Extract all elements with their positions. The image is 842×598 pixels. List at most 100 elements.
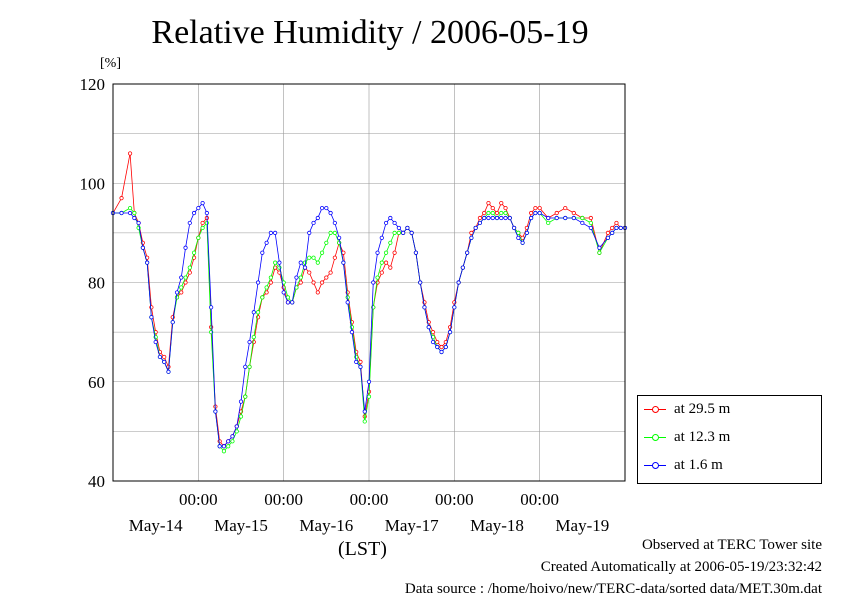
x-tick-label-time: 00:00 <box>435 490 474 509</box>
grid-lines <box>113 83 625 482</box>
data-point-0 <box>307 270 312 275</box>
data-point-0 <box>328 270 333 275</box>
data-point-0 <box>529 210 534 216</box>
x-tick-label-day: May-19 <box>555 516 609 535</box>
data-point-2 <box>482 215 487 221</box>
data-point-2 <box>494 215 500 221</box>
data-point-2 <box>460 265 465 270</box>
data-point-0 <box>499 201 504 206</box>
data-point-1 <box>260 295 265 300</box>
data-point-2 <box>511 225 517 231</box>
data-point-2 <box>443 344 448 350</box>
data-point-1 <box>302 260 308 265</box>
data-point-2 <box>516 235 521 240</box>
data-point-2 <box>153 339 158 345</box>
data-point-1 <box>490 210 495 216</box>
data-point-1 <box>307 255 312 260</box>
data-point-2 <box>238 399 244 404</box>
data-point-2 <box>247 339 252 345</box>
data-point-2 <box>520 240 525 245</box>
data-point-2 <box>221 444 227 449</box>
data-point-1 <box>226 444 231 449</box>
data-point-2 <box>490 215 495 221</box>
data-point-2 <box>546 215 551 221</box>
data-point-2 <box>157 354 163 360</box>
data-point-2 <box>388 215 393 221</box>
data-point-2 <box>426 325 431 330</box>
x-tick-label-time: 00:00 <box>350 490 389 509</box>
data-point-2 <box>362 409 367 414</box>
axis-ticks: 40 60 80 100 120 00:00 00:00 00:00 00:00 00:00 May… <box>80 75 610 535</box>
data-point-2 <box>571 215 576 221</box>
chart-title: Relative Humidity / 2006-05-19 <box>151 14 589 51</box>
data-point-1 <box>221 449 227 454</box>
y-tick-label: 80 <box>88 274 105 293</box>
data-point-2 <box>447 330 453 335</box>
data-point-2 <box>162 359 167 364</box>
data-point-2 <box>465 250 470 255</box>
data-point-1 <box>268 275 273 280</box>
data-point-0 <box>127 151 133 156</box>
data-point-2 <box>281 290 286 295</box>
data-point-2 <box>430 339 436 345</box>
y-tick-label: 60 <box>88 373 105 392</box>
data-point-0 <box>533 205 538 211</box>
data-point-2 <box>366 379 372 384</box>
data-point-1 <box>243 394 248 399</box>
data-point-1 <box>503 210 508 216</box>
data-point-2 <box>191 210 197 216</box>
data-point-0 <box>503 205 508 211</box>
data-point-2 <box>486 215 491 221</box>
data-point-1 <box>580 215 585 221</box>
data-point-2 <box>140 245 145 250</box>
data-point-2 <box>290 300 295 305</box>
data-point-2 <box>413 250 419 255</box>
data-point-2 <box>328 210 333 216</box>
data-point-0 <box>482 210 487 216</box>
data-point-2 <box>132 215 137 221</box>
legend-marker-12-3m <box>652 434 659 441</box>
data-point-2 <box>166 369 171 374</box>
data-point-2 <box>529 215 534 221</box>
data-point-0 <box>392 250 397 255</box>
data-point-1 <box>298 275 303 280</box>
data-point-2 <box>537 210 542 216</box>
data-point-1 <box>597 250 602 255</box>
data-point-1 <box>191 250 197 255</box>
x-tick-label-day: May-17 <box>385 516 439 535</box>
data-point-1 <box>499 210 504 216</box>
data-point-0 <box>324 275 329 280</box>
data-point-2 <box>439 349 444 355</box>
data-point-1 <box>273 260 278 265</box>
data-point-2 <box>234 424 239 429</box>
data-point-2 <box>473 225 478 231</box>
data-point-0 <box>315 290 320 295</box>
legend-label-1-6m: at 1.6 m <box>674 457 723 473</box>
data-point-1 <box>345 295 350 300</box>
data-point-2 <box>230 434 235 439</box>
data-point-2 <box>174 290 180 295</box>
x-tick-label-day: May-16 <box>299 516 353 535</box>
data-point-2 <box>345 300 350 305</box>
data-point-0 <box>554 210 559 216</box>
data-point-2 <box>260 250 265 255</box>
data-point-2 <box>149 315 154 320</box>
data-point-0 <box>571 210 576 216</box>
data-point-1 <box>379 260 384 265</box>
data-point-2 <box>319 205 325 211</box>
x-tick-label-day: May-15 <box>214 516 268 535</box>
data-point-2 <box>554 215 559 221</box>
data-point-0 <box>388 265 393 270</box>
data-point-2 <box>268 230 273 235</box>
data-point-0 <box>494 210 500 216</box>
legend-item-29-5m: at 29.5 m <box>638 396 821 424</box>
data-point-2 <box>405 225 410 231</box>
data-point-2 <box>170 320 175 325</box>
data-point-0 <box>332 255 337 260</box>
data-point-0 <box>588 215 593 221</box>
data-point-2 <box>332 220 337 226</box>
data-point-2 <box>409 230 414 235</box>
data-point-2 <box>499 215 504 221</box>
y-tick-label: 120 <box>80 75 106 94</box>
legend: at 29.5 m at 12.3 m at 1.6 m <box>637 395 822 484</box>
